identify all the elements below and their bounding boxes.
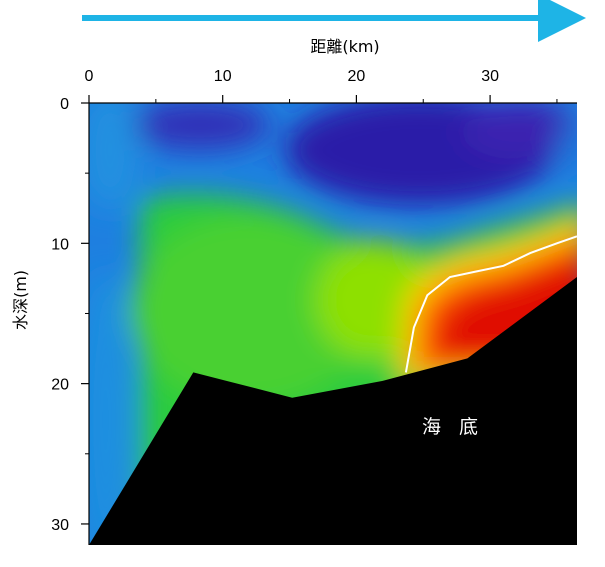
x-tick-label: 30 (481, 68, 499, 85)
y-tick-label: 10 (51, 236, 69, 253)
seabed-label: 海 底 (422, 416, 484, 438)
y-tick-label: 0 (60, 96, 69, 113)
y-tick-label: 20 (51, 377, 69, 394)
contour-line (404, 235, 578, 373)
y-tick-label: 30 (51, 517, 69, 534)
x-tick-label: 0 (85, 68, 94, 85)
seabed-polygon (89, 277, 577, 545)
x-tick-label: 10 (214, 68, 232, 85)
x-axis-title: 距離(km) (310, 37, 379, 56)
axes: 0 10 20 30 0 10 20 30 (51, 68, 577, 545)
y-axis-title: 水深(m) (11, 270, 30, 330)
x-tick-label: 20 (347, 68, 365, 85)
